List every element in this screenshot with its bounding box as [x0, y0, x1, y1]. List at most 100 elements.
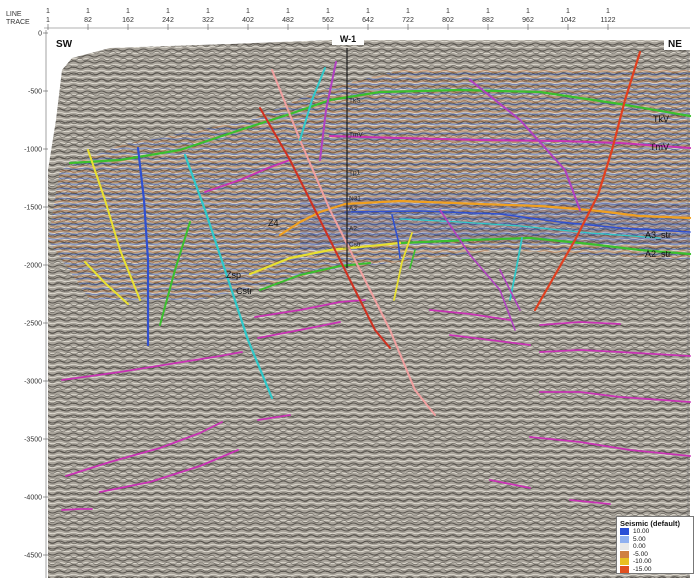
fault-purple-branch — [499, 269, 521, 311]
horizon-tmv — [329, 135, 691, 149]
horizon-a3-cyan — [399, 218, 661, 239]
legend-entry: 10.00 — [620, 528, 690, 536]
horizon-a3-blue — [344, 210, 691, 233]
line-number-label: 1 — [46, 8, 50, 15]
legend-value: 5.00 — [633, 535, 646, 543]
label-tkv: TkV — [653, 114, 669, 124]
horizon-upper-magenta-left — [204, 159, 291, 193]
trace-number-label: 802 — [442, 17, 454, 24]
trace-number-label: 162 — [122, 17, 134, 24]
well-label-box — [332, 33, 364, 45]
horizons — [61, 88, 692, 511]
line-number-label: 1 — [526, 8, 530, 15]
line-number-label: 1 — [166, 8, 170, 15]
horizon-a2 — [398, 236, 692, 256]
label-a2-str: A2_str — [645, 249, 671, 259]
trace-number-label: 882 — [482, 17, 494, 24]
horizon-a3 — [278, 199, 692, 237]
horizon-magenta-6 — [539, 349, 691, 357]
trace-number-label: 1042 — [560, 17, 576, 24]
fault-blue-left — [136, 146, 150, 347]
fault-green-center — [409, 249, 416, 269]
seismic-amplitude-image — [48, 40, 690, 578]
line-number-label: 1 — [566, 8, 570, 15]
legend-value: 10.00 — [633, 528, 650, 536]
horizon-magenta-14 — [61, 508, 93, 511]
fault-yellow-lower — [84, 261, 129, 305]
time-axis-ticks: 0 -500 -1000 -1500 -2000 -2500 -3000 -3500 -4000… — [24, 31, 48, 560]
line-number-label: 1 — [406, 8, 410, 15]
trace-header: LINE TRACE 1 1 1 82 1 162 1 242 1 322 1 402 1 482 1 562… — [6, 8, 690, 30]
trace-number-label: 1 — [46, 17, 50, 24]
trace-number-label: 242 — [162, 17, 174, 24]
horizon-zsp — [248, 241, 402, 276]
line-number-label: 1 — [246, 8, 250, 15]
legend-entry: -10.00 — [620, 558, 690, 566]
legend-swatch — [620, 535, 629, 543]
horizon-magenta-8 — [529, 436, 691, 457]
time-tick-label: -4500 — [24, 553, 42, 560]
legend-swatch — [620, 565, 629, 573]
legend-swatch — [620, 558, 629, 566]
trace-number-label: 962 — [522, 17, 534, 24]
legend-value: -5.00 — [633, 550, 648, 558]
horizon-magenta-11 — [61, 351, 243, 381]
fault-cyan-top — [299, 67, 326, 141]
well-tops: TkS TmV Tp1 N31 A3 A2 Cstr — [343, 98, 363, 249]
legend-swatch — [620, 550, 629, 558]
time-tick-label: -3500 — [24, 437, 42, 444]
legend-value: 0.00 — [633, 543, 646, 551]
ne-label-box — [664, 36, 690, 50]
well-w1: W-1 TkS TmV Tp1 N31 A3 A2 Cstr — [332, 33, 364, 268]
time-tick-label: -500 — [28, 89, 42, 96]
well-top-label: A3 — [349, 206, 357, 213]
trace-number-label: 322 — [202, 17, 214, 24]
trace-number-label: 722 — [402, 17, 414, 24]
well-top-label: Tp1 — [349, 170, 361, 177]
line-number-label: 1 — [446, 8, 450, 15]
time-tick-label: 0 — [38, 31, 42, 38]
seismic-color-legend: Seismic (default) 10.00 5.00 0.00 -5.00 -10.… — [616, 516, 694, 574]
label-z4: Z4 — [268, 218, 279, 228]
line-number-label: 1 — [286, 8, 290, 15]
ne-label: NE — [668, 39, 682, 50]
fault-blue-center — [391, 214, 401, 259]
well-top-label: N31 — [349, 196, 361, 203]
trace-header-label: TRACE — [6, 19, 30, 26]
fault-yellow-center — [393, 232, 413, 301]
trace-column-labels: 1 1 1 82 1 162 1 242 1 322 1 402 1 482 1 562 1 642 1 722 1 80… — [46, 8, 616, 30]
fault-red-right — [533, 50, 642, 312]
well-label: W-1 — [340, 34, 356, 44]
well-top-label: A2 — [349, 226, 357, 233]
fault-green-left — [159, 221, 191, 326]
horizon-cstr — [259, 262, 371, 291]
well-top-label: TmV — [349, 132, 363, 139]
fault-purple-center — [439, 209, 516, 331]
line-number-label: 1 — [206, 8, 210, 15]
fault-yellow-left — [87, 149, 141, 301]
time-tick-label: -2000 — [24, 263, 42, 270]
time-axis: 0 -500 -1000 -1500 -2000 -2500 -3000 -3500 -4000… — [24, 30, 48, 578]
time-tick-label: -1500 — [24, 205, 42, 212]
time-tick-label: -4000 — [24, 495, 42, 502]
time-tick-label: -3000 — [24, 379, 42, 386]
legend-swatch — [620, 528, 629, 536]
trace-number-label: 562 — [322, 17, 334, 24]
trace-number-label: 482 — [282, 17, 294, 24]
trace-number-label: 642 — [362, 17, 374, 24]
sw-label: SW — [56, 39, 73, 50]
label-cstr: Cstr — [236, 286, 253, 296]
line-number-label: 1 — [606, 8, 610, 15]
time-tick-label: -2500 — [24, 321, 42, 328]
label-zsp: Zsp — [226, 270, 241, 280]
legend-entries: 10.00 5.00 0.00 -5.00 -10.00 -15.00 — [620, 528, 690, 573]
horizon-magenta-10 — [569, 499, 611, 505]
label-tmv: TmV — [650, 142, 669, 152]
legend-swatch — [620, 543, 629, 551]
horizon-magenta-1 — [254, 299, 366, 318]
well-top-label: Cstr — [349, 242, 362, 249]
line-number-label: 1 — [86, 8, 90, 15]
legend-entry: -5.00 — [620, 550, 690, 559]
legend-value: -10.00 — [633, 558, 652, 566]
